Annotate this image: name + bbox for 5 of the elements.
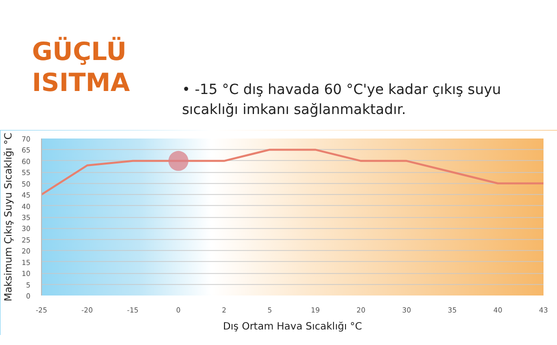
y-axis-title: Maksimum Çıkış Suyu Sıcaklığı °C — [4, 132, 15, 302]
chart-title: GÜÇLÜ ISITMA — [31, 36, 130, 98]
line-series — [42, 148, 544, 196]
x-axis-title: Dış Ortam Hava Sıcaklığı °C — [222, 322, 362, 332]
chart-subtitle: • -15 °C dış havada 60 °C'ye kadar çıkış suyu sıcaklığı imkanı sağlanmaktadır. — [181, 81, 502, 120]
